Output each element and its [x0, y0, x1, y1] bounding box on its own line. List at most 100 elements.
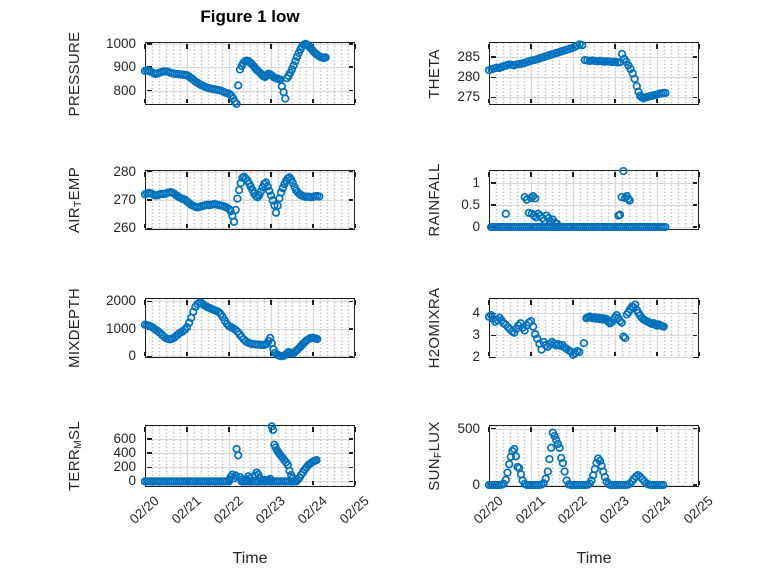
- figure-title: Figure 1 low: [200, 7, 300, 26]
- y-tick-mark: [491, 334, 496, 337]
- y-gridline: [491, 335, 697, 337]
- x-tick-label: 02/25: [336, 493, 373, 527]
- x-tick-mark: [530, 98, 532, 103]
- y-axis-label-part: TERR: [65, 448, 83, 492]
- x-tick-mark: [270, 351, 272, 356]
- y-gridline: [491, 183, 697, 184]
- x-tick-mark: [614, 172, 616, 177]
- y-tick-mark: [147, 170, 152, 173]
- x-tick-mark: [614, 44, 616, 49]
- x-tick-label: 02/25: [680, 493, 717, 527]
- y-tick-mark: [348, 43, 353, 45]
- y-tick-label: 0: [128, 473, 136, 489]
- x-tick-label: 02/20: [470, 493, 507, 527]
- y-axis-label-terr-msl: TERR M SL: [64, 366, 84, 546]
- y-tick-mark: [491, 76, 496, 79]
- y-tick-label: 0.5: [461, 197, 480, 212]
- x-tick-mark: [530, 300, 532, 305]
- scatter-points-rainfall: [486, 166, 670, 232]
- plot-area-sun-flux: [489, 425, 699, 487]
- y-tick-mark: [692, 76, 697, 79]
- x-tick-mark: [698, 480, 700, 485]
- scatter-points-h2omixra: [484, 300, 668, 359]
- x-gridline: [229, 44, 230, 103]
- y-tick-label: 270: [113, 192, 136, 207]
- y-tick-mark: [348, 328, 353, 330]
- x-tick-mark: [228, 427, 230, 432]
- x-tick-mark: [270, 98, 272, 103]
- time-axis-label-left: Time: [232, 550, 268, 567]
- y-gridline: [147, 200, 353, 201]
- y-tick-mark: [692, 182, 697, 184]
- x-tick-mark: [698, 44, 700, 49]
- x-tick-mark: [144, 300, 146, 305]
- y-tick-mark: [348, 300, 353, 303]
- x-gridline: [313, 300, 314, 356]
- y-tick-mark: [147, 452, 152, 454]
- x-tick-mark: [354, 300, 356, 305]
- x-tick-mark: [656, 223, 658, 228]
- plot-area-mixdepth: [145, 298, 355, 358]
- x-gridline: [615, 427, 616, 485]
- x-gridline: [657, 44, 658, 103]
- x-tick-mark: [312, 300, 314, 305]
- y-tick-mark: [348, 170, 353, 173]
- y-tick-label: 275: [457, 89, 480, 105]
- y-tick-label: 600: [113, 431, 136, 447]
- y-gridline: [147, 171, 353, 173]
- x-gridline: [615, 300, 616, 356]
- x-tick-label: 02/20: [126, 493, 163, 527]
- y-tick-mark: [147, 466, 152, 469]
- y-tick-mark: [491, 356, 496, 359]
- x-tick-mark: [354, 351, 356, 356]
- x-tick-label: 02/23: [252, 493, 289, 527]
- y-axis-label-part: MIXDEPTH: [65, 288, 83, 368]
- x-tick-mark: [530, 44, 532, 49]
- y-axis-label-part: LUX: [425, 421, 443, 452]
- x-gridline: [573, 44, 574, 103]
- y-axis-label-part: F: [431, 451, 444, 459]
- y-tick-mark: [348, 480, 353, 483]
- x-tick-mark: [144, 427, 146, 432]
- y-tick-label: 800: [113, 82, 136, 98]
- x-tick-mark: [312, 351, 314, 356]
- y-tick-mark: [147, 199, 152, 201]
- y-axis-label-part: AIR: [65, 207, 83, 234]
- x-tick-mark: [144, 223, 146, 228]
- y-tick-mark: [692, 56, 697, 58]
- y-tick-label: 285: [457, 49, 480, 65]
- x-tick-mark: [572, 223, 574, 228]
- y-tick-mark: [348, 466, 353, 469]
- x-tick-mark: [228, 223, 230, 228]
- x-tick-mark: [656, 172, 658, 177]
- x-tick-mark: [312, 427, 314, 432]
- y-tick-label: 900: [113, 59, 136, 75]
- x-tick-label: 02/21: [512, 493, 549, 527]
- y-tick-mark: [147, 480, 152, 483]
- x-gridline: [531, 44, 532, 103]
- y-tick-mark: [692, 204, 697, 206]
- x-tick-mark: [270, 44, 272, 49]
- x-tick-mark: [228, 300, 230, 305]
- x-tick-mark: [312, 98, 314, 103]
- x-tick-mark: [614, 98, 616, 103]
- x-tick-mark: [228, 44, 230, 49]
- x-tick-mark: [614, 427, 616, 432]
- x-gridline: [531, 427, 532, 485]
- x-tick-mark: [270, 223, 272, 228]
- x-tick-mark: [614, 223, 616, 228]
- y-tick-mark: [147, 89, 152, 92]
- x-tick-mark: [488, 427, 490, 432]
- x-tick-mark: [530, 172, 532, 177]
- x-tick-mark: [656, 44, 658, 49]
- y-tick-mark: [692, 312, 697, 315]
- x-tick-mark: [698, 427, 700, 432]
- y-tick-mark: [147, 43, 152, 45]
- x-tick-label: 02/22: [554, 493, 591, 527]
- y-gridline: [491, 357, 697, 359]
- x-tick-mark: [488, 351, 490, 356]
- y-tick-mark: [348, 66, 353, 68]
- x-tick-label: 02/24: [638, 493, 675, 527]
- y-tick-mark: [348, 355, 353, 358]
- y-gridline: [147, 90, 353, 92]
